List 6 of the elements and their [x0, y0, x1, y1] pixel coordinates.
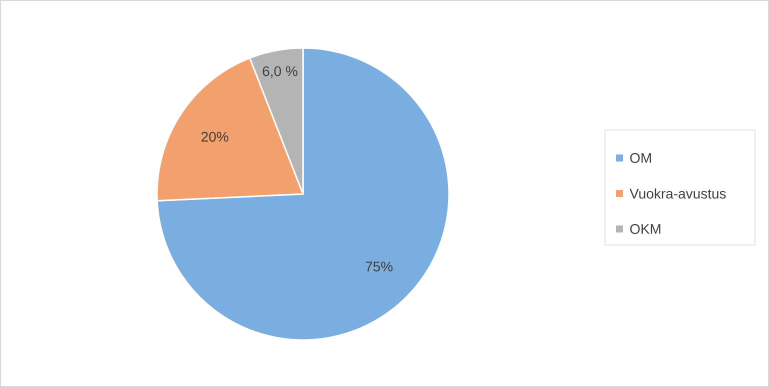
legend-label: Vuokra-avustus: [630, 188, 726, 199]
data-label: 20%: [202, 132, 228, 142]
legend-label: OKM: [630, 224, 660, 234]
legend-label: OM: [630, 153, 651, 163]
data-label: 75%: [366, 262, 393, 272]
data-label: 6,0 %: [262, 66, 298, 78]
